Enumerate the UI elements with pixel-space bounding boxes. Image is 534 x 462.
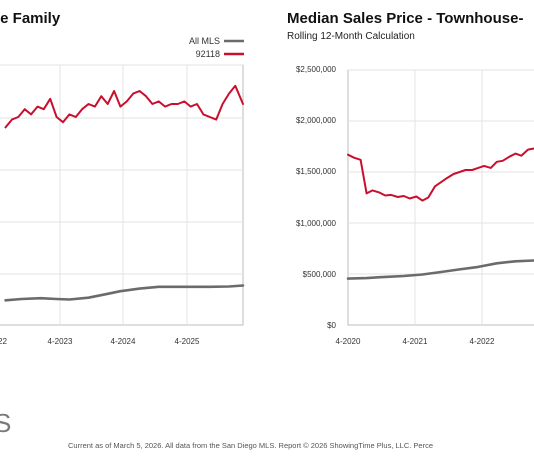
right-x-axis-ticks: 4-2020 4-2021 4-2022 [336, 337, 495, 346]
right-y-tick: $2,500,000 [296, 65, 337, 74]
left-legend: All MLS 92118 [189, 36, 244, 59]
right-y-tick: $1,500,000 [296, 167, 337, 176]
left-series-92118-line [4, 84, 244, 129]
right-y-axis-ticks: $0 $500,000 $1,000,000 $1,500,000 $2,000… [296, 65, 337, 330]
left-x-tick: 4-2023 [48, 337, 73, 346]
right-x-tick: 4-2020 [336, 337, 361, 346]
right-series-all-mls-line [346, 259, 534, 280]
right-y-tick: $2,000,000 [296, 116, 337, 125]
right-chart-subtitle: Rolling 12-Month Calculation [287, 31, 415, 42]
right-x-tick: 4-2022 [470, 337, 495, 346]
footer-note: Current as of March 5, 2026. All data fr… [68, 441, 433, 450]
right-series-92118-line [347, 147, 534, 202]
legend-label-all-mls: All MLS [189, 36, 220, 46]
right-plot-area [346, 69, 534, 326]
right-y-tick: $0 [327, 321, 336, 330]
right-plot-frame [347, 69, 534, 326]
left-chart-title: le Family [0, 10, 61, 27]
left-x-axis-ticks: 22 4-2023 4-2024 4-2025 [0, 337, 200, 346]
right-chart-title: Median Sales Price - Townhouse- [287, 10, 523, 27]
legend-label-92118: 92118 [196, 49, 220, 59]
left-series-all-mls-line [4, 284, 245, 302]
left-x-tick: 22 [0, 337, 7, 346]
brand-logo: S [0, 408, 11, 438]
right-x-tick: 4-2021 [403, 337, 428, 346]
right-y-tick: $1,000,000 [296, 219, 337, 228]
left-x-tick: 4-2025 [175, 337, 200, 346]
left-x-tick: 4-2024 [111, 337, 136, 346]
left-plot-area [0, 64, 245, 326]
right-y-tick: $500,000 [303, 270, 337, 279]
